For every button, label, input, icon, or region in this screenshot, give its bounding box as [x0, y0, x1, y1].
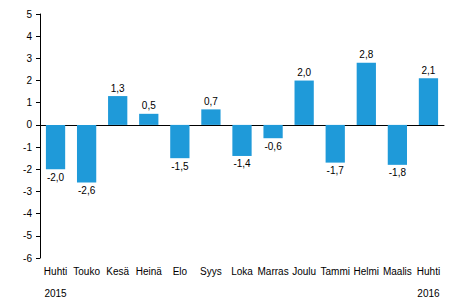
- svg-text:-2,0: -2,0: [47, 172, 65, 183]
- svg-text:Marras: Marras: [258, 266, 289, 277]
- svg-text:4: 4: [26, 31, 32, 42]
- svg-text:-2: -2: [23, 164, 32, 175]
- svg-text:-4: -4: [23, 208, 32, 219]
- svg-text:3: 3: [26, 53, 32, 64]
- svg-text:-1: -1: [23, 142, 32, 153]
- svg-text:Touko: Touko: [73, 266, 100, 277]
- svg-text:Tammi: Tammi: [321, 266, 350, 277]
- svg-text:2,1: 2,1: [422, 65, 436, 76]
- svg-text:Helmi: Helmi: [354, 266, 380, 277]
- svg-text:-5: -5: [23, 230, 32, 241]
- svg-text:Loka: Loka: [231, 266, 253, 277]
- svg-text:0,7: 0,7: [204, 96, 218, 107]
- svg-text:2,8: 2,8: [359, 49, 373, 60]
- svg-text:Elo: Elo: [173, 266, 188, 277]
- svg-text:-6: -6: [23, 253, 32, 264]
- svg-text:-1,4: -1,4: [233, 158, 251, 169]
- svg-text:1: 1: [26, 97, 32, 108]
- svg-text:Maalis: Maalis: [383, 266, 412, 277]
- svg-text:2,0: 2,0: [297, 67, 311, 78]
- svg-text:Heinä: Heinä: [136, 266, 163, 277]
- svg-text:-1,5: -1,5: [171, 161, 189, 172]
- svg-text:Kesä: Kesä: [106, 266, 129, 277]
- svg-text:1,3: 1,3: [111, 83, 125, 94]
- svg-text:0: 0: [26, 119, 32, 130]
- svg-text:Joulu: Joulu: [292, 266, 316, 277]
- svg-text:2016: 2016: [417, 288, 440, 299]
- svg-text:Huhti: Huhti: [417, 266, 440, 277]
- svg-text:Huhti: Huhti: [44, 266, 67, 277]
- svg-text:-1,8: -1,8: [389, 167, 407, 178]
- svg-text:-1,7: -1,7: [327, 165, 345, 176]
- svg-text:2015: 2015: [44, 288, 67, 299]
- svg-text:-2,6: -2,6: [78, 185, 96, 196]
- svg-text:-0,6: -0,6: [264, 141, 282, 152]
- svg-text:Syys: Syys: [200, 266, 222, 277]
- svg-text:2: 2: [26, 75, 32, 86]
- svg-text:0,5: 0,5: [142, 100, 156, 111]
- svg-text:5: 5: [26, 9, 32, 20]
- svg-text:-3: -3: [23, 186, 32, 197]
